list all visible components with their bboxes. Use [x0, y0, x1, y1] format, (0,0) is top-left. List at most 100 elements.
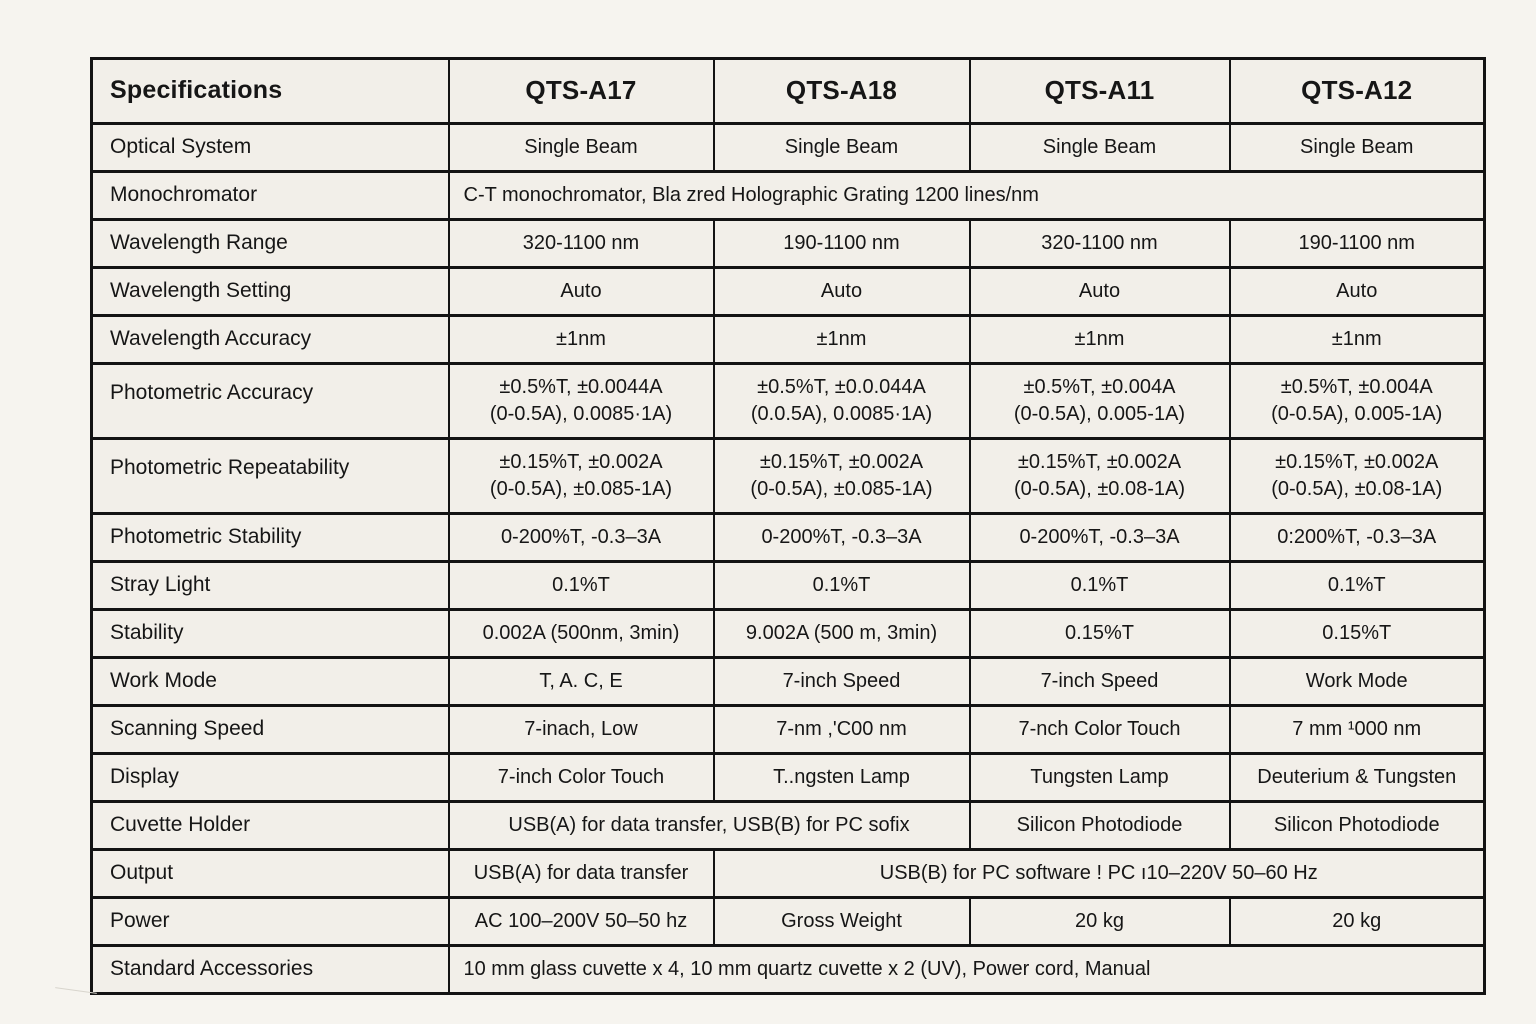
photometric-repeatability-a18: ±0.15%T, ±0.002A (0-0.5A), ±0.085-1A) [712, 437, 971, 515]
row-optical-system: Optical System Single Beam Single Beam S… [90, 122, 1486, 173]
wavelength-setting-a17: Auto [447, 266, 715, 317]
wavelength-accuracy-a17: ±1nm [447, 314, 715, 365]
display-a18: T..ngsten Lamp [712, 752, 971, 803]
row-label-scanning-speed: Scanning Speed [90, 704, 450, 755]
header-model-qts-a18: QTS-A18 [712, 57, 971, 125]
row-label-standard-accessories: Standard Accessories [90, 944, 450, 995]
wavelength-range-a18: 190-1100 nm [712, 218, 971, 269]
output-a18-a11-a12: USB(B) for PC software ! PC ı10–220V 50–… [712, 848, 1486, 899]
photometric-accuracy-a17: ±0.5%T, ±0.0044A (0-0.5A), 0.0085·1A) [447, 362, 715, 440]
output-a17: USB(A) for data transfer [447, 848, 715, 899]
row-label-photometric-repeatability: Photometric Repeatability [90, 437, 450, 515]
row-power: Power AC 100–200V 50–50 hz Gross Weight … [90, 896, 1486, 947]
standard-accessories-value: 10 mm glass cuvette x 4, 10 mm quartz cu… [447, 944, 1486, 995]
work-mode-a11: 7-inch Speed [968, 656, 1231, 707]
row-label-work-mode: Work Mode [90, 656, 450, 707]
photometric-stability-a12: 0:200%T, -0.3–3A [1228, 512, 1486, 563]
row-label-display: Display [90, 752, 450, 803]
scanning-speed-a12: 7 mm ¹000 nm [1228, 704, 1486, 755]
row-output: Output USB(A) for data transfer USB(B) f… [90, 848, 1486, 899]
work-mode-a18: 7-inch Speed [712, 656, 971, 707]
stray-light-a11: 0.1%T [968, 560, 1231, 611]
header-row: Specifications QTS-A17 QTS-A18 QTS-A11 Q… [90, 57, 1486, 125]
header-model-qts-a12: QTS-A12 [1228, 57, 1486, 125]
power-a11: 20 kg [968, 896, 1231, 947]
row-wavelength-accuracy: Wavelength Accuracy ±1nm ±1nm ±1nm ±1nm [90, 314, 1486, 365]
cuvette-holder-a17-a18: USB(A) for data transfer, USB(B) for PC … [447, 800, 971, 851]
photometric-accuracy-a18: ±0.5%T, ±0.0.044A (0.0.5A), 0.0085·1A) [712, 362, 971, 440]
row-label-optical-system: Optical System [90, 122, 450, 173]
row-monochromator: Monochromator C-T monochromator, Bla zre… [90, 170, 1486, 221]
specifications-table-wrap: Specifications QTS-A17 QTS-A18 QTS-A11 Q… [90, 57, 1486, 995]
wavelength-accuracy-a11: ±1nm [968, 314, 1231, 365]
optical-system-a17: Single Beam [447, 122, 715, 173]
optical-system-a12: Single Beam [1228, 122, 1486, 173]
wavelength-range-a17: 320-1100 nm [447, 218, 715, 269]
power-a12: 20 kg [1228, 896, 1486, 947]
wavelength-range-a12: 190-1100 nm [1228, 218, 1486, 269]
display-a12: Deuterium & Tungsten [1228, 752, 1486, 803]
scanning-speed-a18: 7-nm ,'C00 nm [712, 704, 971, 755]
row-label-output: Output [90, 848, 450, 899]
scanning-speed-a11: 7-nch Color Touch [968, 704, 1231, 755]
row-wavelength-range: Wavelength Range 320-1100 nm 190-1100 nm… [90, 218, 1486, 269]
work-mode-a17: T, A. C, E [447, 656, 715, 707]
header-specifications: Specifications [90, 57, 450, 125]
row-label-wavelength-range: Wavelength Range [90, 218, 450, 269]
wavelength-range-a11: 320-1100 nm [968, 218, 1231, 269]
wavelength-accuracy-a18: ±1nm [712, 314, 971, 365]
cuvette-holder-a11: Silicon Photodiode [968, 800, 1231, 851]
cuvette-holder-a12: Silicon Photodiode [1228, 800, 1486, 851]
stray-light-a17: 0.1%T [447, 560, 715, 611]
photometric-repeatability-a17: ±0.15%T, ±0.002A (0-0.5A), ±0.085-1A) [447, 437, 715, 515]
optical-system-a18: Single Beam [712, 122, 971, 173]
stability-a18: 9.002A (500 m, 3min) [712, 608, 971, 659]
row-standard-accessories: Standard Accessories 10 mm glass cuvette… [90, 944, 1486, 995]
wavelength-setting-a11: Auto [968, 266, 1231, 317]
monochromator-value: C-T monochromator, Bla zred Holographic … [447, 170, 1486, 221]
row-photometric-stability: Photometric Stability 0-200%T, -0.3–3A 0… [90, 512, 1486, 563]
row-photometric-accuracy: Photometric Accuracy ±0.5%T, ±0.0044A (0… [90, 362, 1486, 440]
power-a17: AC 100–200V 50–50 hz [447, 896, 715, 947]
row-label-stray-light: Stray Light [90, 560, 450, 611]
row-stray-light: Stray Light 0.1%T 0.1%T 0.1%T 0.1%T [90, 560, 1486, 611]
stability-a11: 0.15%T [968, 608, 1231, 659]
row-label-wavelength-accuracy: Wavelength Accuracy [90, 314, 450, 365]
specifications-table: Specifications QTS-A17 QTS-A18 QTS-A11 Q… [90, 57, 1486, 995]
photometric-stability-a18: 0-200%T, -0.3–3A [712, 512, 971, 563]
row-work-mode: Work Mode T, A. C, E 7-inch Speed 7-inch… [90, 656, 1486, 707]
row-cuvette-holder: Cuvette Holder USB(A) for data transfer,… [90, 800, 1486, 851]
row-label-wavelength-setting: Wavelength Setting [90, 266, 450, 317]
header-model-qts-a11: QTS-A11 [968, 57, 1231, 125]
work-mode-a12: Work Mode [1228, 656, 1486, 707]
wavelength-setting-a12: Auto [1228, 266, 1486, 317]
display-a11: Tungsten Lamp [968, 752, 1231, 803]
display-a17: 7-inch Color Touch [447, 752, 715, 803]
header-model-qts-a17: QTS-A17 [447, 57, 715, 125]
row-label-photometric-stability: Photometric Stability [90, 512, 450, 563]
stability-a17: 0.002A (500nm, 3min) [447, 608, 715, 659]
photometric-repeatability-a12: ±0.15%T, ±0.002A (0-0.5A), ±0.08-1A) [1228, 437, 1486, 515]
photometric-accuracy-a12: ±0.5%T, ±0.004A (0-0.5A), 0.005-1A) [1228, 362, 1486, 440]
row-label-cuvette-holder: Cuvette Holder [90, 800, 450, 851]
stray-light-a18: 0.1%T [712, 560, 971, 611]
row-stability: Stability 0.002A (500nm, 3min) 9.002A (5… [90, 608, 1486, 659]
photometric-accuracy-a11: ±0.5%T, ±0.004A (0-0.5A), 0.005-1A) [968, 362, 1231, 440]
photometric-repeatability-a11: ±0.15%T, ±0.002A (0-0.5A), ±0.08-1A) [968, 437, 1231, 515]
photometric-stability-a17: 0-200%T, -0.3–3A [447, 512, 715, 563]
wavelength-setting-a18: Auto [712, 266, 971, 317]
wavelength-accuracy-a12: ±1nm [1228, 314, 1486, 365]
scanning-speed-a17: 7-inach, Low [447, 704, 715, 755]
row-display: Display 7-inch Color Touch T..ngsten Lam… [90, 752, 1486, 803]
row-label-photometric-accuracy: Photometric Accuracy [90, 362, 450, 440]
stability-a12: 0.15%T [1228, 608, 1486, 659]
power-a18: Gross Weight [712, 896, 971, 947]
row-scanning-speed: Scanning Speed 7-inach, Low 7-nm ,'C00 n… [90, 704, 1486, 755]
row-label-power: Power [90, 896, 450, 947]
photometric-stability-a11: 0-200%T, -0.3–3A [968, 512, 1231, 563]
optical-system-a11: Single Beam [968, 122, 1231, 173]
row-wavelength-setting: Wavelength Setting Auto Auto Auto Auto [90, 266, 1486, 317]
row-label-monochromator: Monochromator [90, 170, 450, 221]
row-label-stability: Stability [90, 608, 450, 659]
row-photometric-repeatability: Photometric Repeatability ±0.15%T, ±0.00… [90, 437, 1486, 515]
